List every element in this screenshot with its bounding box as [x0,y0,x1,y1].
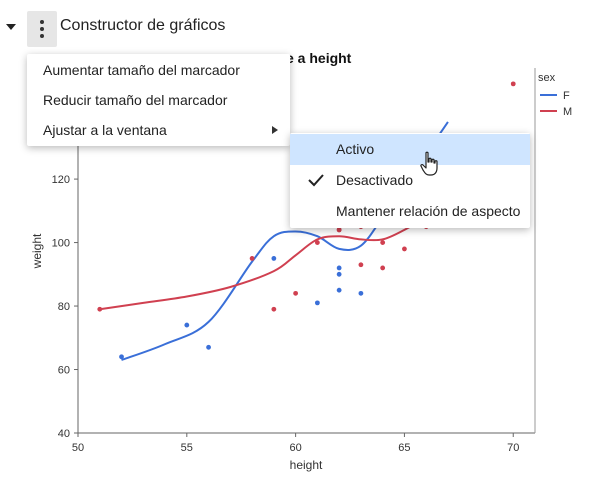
y-tick-label: 80 [58,301,70,313]
data-point-f [358,290,364,296]
x-tick-label: 70 [507,442,519,454]
submenu-item-deactivated[interactable]: Desactivado [290,165,530,196]
menu-item-label: Ajustar a la ventana [43,122,167,138]
submenu-arrow-icon [272,126,278,134]
data-point-m [314,240,320,245]
data-point-f [119,354,124,360]
kebab-dot-icon [40,27,44,31]
y-tick-label: 40 [58,428,70,440]
x-tick-label: 60 [289,442,301,454]
data-point-m [271,306,277,312]
data-point-f [271,256,277,261]
chart-title: e a height [286,50,352,66]
data-point-m [380,240,386,245]
data-point-m [510,81,516,87]
more-options-button[interactable] [27,11,57,47]
data-point-f [336,271,342,277]
data-point-m [358,262,364,268]
x-axis-label: height [290,458,323,472]
context-menu: Aumentar tamaño del marcador Reducir tam… [27,54,290,146]
submenu-item-keep-aspect-ratio[interactable]: Mantener relación de aspecto [336,203,521,219]
y-tick-label: 100 [52,238,70,250]
kebab-dot-icon [40,20,44,24]
x-tick-label: 50 [72,442,84,454]
data-point-f [336,287,342,293]
menu-item-increase-marker-size[interactable]: Aumentar tamaño del marcador [43,62,240,78]
menu-item-fit-to-window[interactable]: Ajustar a la ventana [27,115,290,145]
kebab-dot-icon [40,34,44,38]
x-tick-label: 55 [181,442,193,454]
hand-pointer-cursor-icon [420,151,438,176]
legend-label-f: F [563,90,570,102]
chart-legend: sex F M [538,72,572,118]
menu-item-decrease-marker-size[interactable]: Reducir tamaño del marcador [43,92,228,108]
y-axis-label: weight [30,233,44,269]
data-point-f [336,265,342,271]
data-point-f [314,300,320,306]
data-point-m [402,246,407,252]
graph-builder-header: Constructor de gráficos [0,0,591,56]
collapse-triangle-icon[interactable] [4,20,18,34]
checkmark-icon [308,174,324,187]
y-tick-label: 60 [58,365,70,377]
legend-title: sex [538,72,556,84]
submenu-item-active[interactable]: Activo [290,134,530,165]
legend-label-m: M [563,106,572,118]
data-point-m [97,306,103,312]
data-point-m [380,265,386,271]
data-point-m [293,290,299,296]
page-title: Constructor de gráficos [60,17,226,34]
data-point-m [336,227,342,233]
x-tick-label: 65 [398,442,410,454]
y-tick-label: 120 [52,174,70,186]
fit-to-window-submenu: Activo Desactivado Mantener relación de … [290,133,530,228]
data-point-f [206,344,211,350]
data-point-m [249,256,255,261]
submenu-item-label: Desactivado [336,172,414,188]
data-point-f [184,322,190,328]
